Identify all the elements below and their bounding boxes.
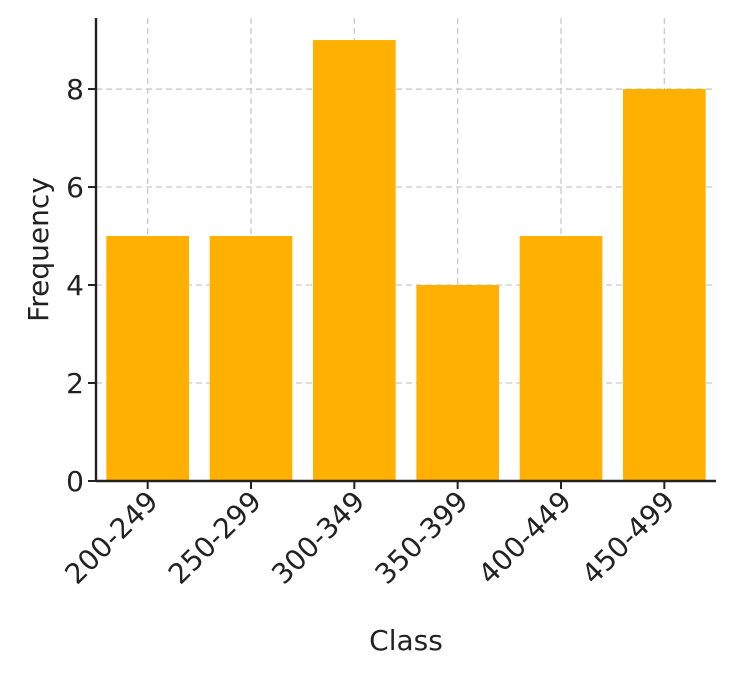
x-tick-label: 400-449 [472, 485, 578, 591]
bar-350-399 [416, 285, 499, 481]
x-axis-title: Class [369, 624, 443, 657]
y-tick-label: 2 [66, 367, 84, 400]
x-tick-label: 200-249 [59, 485, 165, 591]
y-tick-label: 8 [66, 73, 84, 106]
bars [106, 40, 706, 482]
bar-250-299 [209, 236, 293, 481]
y-tick-label: 0 [66, 465, 84, 498]
bar-400-449 [519, 236, 603, 481]
bar-450-499 [623, 89, 706, 481]
x-tick-label: 250-299 [162, 485, 268, 591]
x-tick-label: 450-499 [575, 485, 681, 591]
y-tick-label: 6 [66, 171, 84, 204]
bar-300-349 [313, 40, 396, 482]
y-tick-label: 4 [66, 269, 84, 302]
axes [94, 18, 716, 483]
bar-200-249 [106, 236, 189, 481]
x-tick-label: 350-399 [369, 485, 475, 591]
y-axis-title: Frequency [22, 177, 55, 322]
x-tick-label: 300-349 [265, 485, 371, 591]
